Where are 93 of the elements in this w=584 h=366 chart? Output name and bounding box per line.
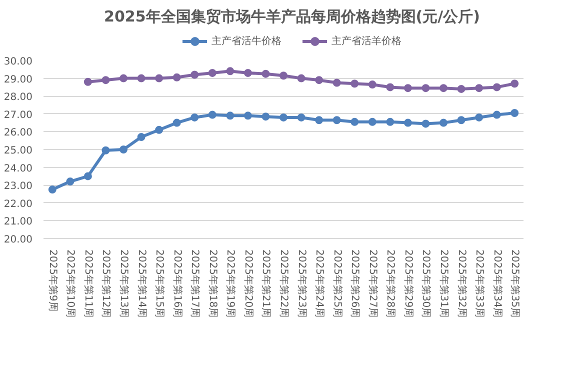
- x-tick-label: 2025年第27周: [366, 250, 379, 318]
- point: [492, 83, 501, 92]
- point: [190, 113, 199, 122]
- y-tick-label: 27.00: [4, 110, 33, 121]
- point: [386, 118, 394, 126]
- x-tick-label: 2025年第23周: [296, 250, 308, 318]
- point: [368, 118, 376, 126]
- point: [226, 112, 234, 120]
- point: [422, 84, 430, 92]
- chart-title: 2025年全国集贸市场牛羊产品每周价格趋势图(元/公斤): [104, 8, 480, 26]
- x-tick-label: 2025年第12周: [100, 250, 112, 318]
- x-tick-label: 2025年第14周: [136, 250, 148, 318]
- y-tick-label: 29.00: [4, 74, 33, 86]
- point: [315, 76, 324, 84]
- point: [315, 116, 324, 124]
- y-tick-label: 25.00: [4, 146, 33, 156]
- x-tick-label: 2025年第22周: [278, 250, 290, 318]
- x-tick-label: 2025年第29周: [402, 250, 414, 318]
- x-tick-label: 2025年第35周: [509, 250, 522, 318]
- x-tick-label: 2025年第11周: [82, 250, 94, 318]
- x-tick-label: 2025年第20周: [242, 250, 254, 318]
- point: [120, 146, 128, 154]
- point: [137, 133, 146, 142]
- point: [457, 116, 466, 124]
- point: [440, 84, 448, 92]
- point: [280, 113, 288, 122]
- x-tick-label: 2025年第18周: [206, 250, 219, 318]
- point: [137, 74, 146, 82]
- point: [440, 118, 448, 127]
- y-tick-label: 21.00: [4, 216, 33, 228]
- x-tick-label: 2025年第30周: [420, 250, 432, 318]
- x-tick-label: 2025年第13周: [118, 250, 130, 318]
- x-tick-label: 2025年第17周: [189, 250, 202, 318]
- point: [475, 84, 484, 92]
- point: [422, 120, 430, 128]
- point: [84, 172, 92, 180]
- y-tick-label: 28.00: [4, 92, 33, 104]
- x-tick-label: 2025年第33周: [474, 250, 486, 318]
- x-tick-label: 2025年第24周: [314, 250, 326, 318]
- point: [262, 112, 270, 121]
- x-tick-label: 2025年第15周: [154, 250, 166, 318]
- y-tick-label: 30.00: [4, 56, 33, 68]
- x-tick-label: 2025年第9周: [46, 250, 59, 312]
- x-tick-label: 2025年第21周: [260, 250, 272, 318]
- point: [404, 118, 412, 127]
- point: [155, 74, 164, 82]
- point: [332, 116, 341, 124]
- y-tick-label: 26.00: [4, 128, 33, 139]
- x-tick-label: 2025年第10周: [64, 250, 77, 318]
- point: [457, 84, 466, 93]
- legend-label: 主产省活牛价格: [212, 34, 282, 48]
- point: [386, 83, 394, 92]
- x-tick-label: 2025年第32周: [456, 250, 468, 318]
- x-tick-label: 2025年第19周: [224, 250, 237, 318]
- point: [280, 72, 288, 80]
- x-tick-label: 2025年第28周: [384, 250, 397, 318]
- x-tick-label: 2025年第26周: [349, 250, 362, 318]
- point: [226, 67, 234, 76]
- point: [84, 78, 92, 86]
- point: [368, 80, 376, 89]
- point: [172, 118, 181, 127]
- x-tick-label: 2025年第31周: [438, 250, 450, 318]
- point: [120, 74, 128, 82]
- point: [332, 78, 341, 87]
- point: [262, 70, 270, 78]
- point: [404, 84, 412, 92]
- point: [102, 146, 110, 154]
- point: [208, 110, 216, 119]
- point: [244, 112, 252, 120]
- y-tick-label: 20.00: [4, 234, 33, 246]
- point: [102, 76, 110, 84]
- point: [350, 118, 359, 126]
- point: [297, 74, 306, 82]
- y-tick-label: 22.00: [4, 198, 33, 210]
- point: [510, 109, 519, 118]
- point: [475, 113, 484, 122]
- point: [492, 110, 501, 119]
- point: [297, 113, 306, 122]
- point: [350, 80, 359, 88]
- y-tick-label: 23.00: [4, 181, 33, 192]
- point: [172, 73, 181, 82]
- x-tick-label: 2025年第34周: [491, 250, 504, 318]
- point: [190, 70, 199, 79]
- y-tick-label: 24.00: [4, 163, 33, 174]
- point: [155, 126, 164, 134]
- point: [208, 68, 216, 77]
- point: [48, 186, 56, 194]
- point: [510, 80, 519, 88]
- point: [66, 178, 74, 186]
- legend-label: 主产省活羊价格: [332, 34, 402, 48]
- x-tick-label: 2025年第16周: [171, 250, 184, 318]
- x-tick-label: 2025年第25周: [331, 250, 344, 318]
- point: [244, 68, 252, 77]
